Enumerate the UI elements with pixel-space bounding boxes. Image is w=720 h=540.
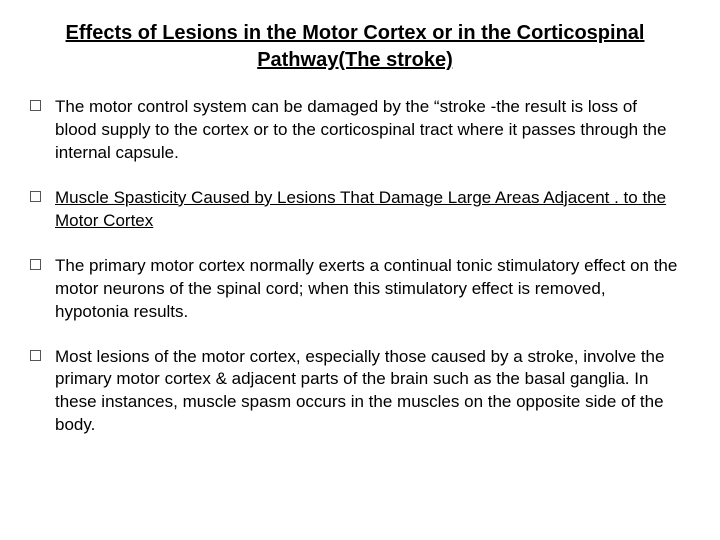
bullet-list: The motor control system can be damaged …	[30, 96, 680, 437]
square-bullet-icon	[30, 350, 41, 361]
slide-title: Effects of Lesions in the Motor Cortex o…	[30, 20, 680, 74]
bullet-text: Muscle Spasticity Caused by Lesions That…	[55, 187, 680, 233]
square-bullet-icon	[30, 191, 41, 202]
bullet-text: The primary motor cortex normally exerts…	[55, 255, 680, 324]
bullet-text: Most lesions of the motor cortex, especi…	[55, 346, 680, 438]
list-item: Most lesions of the motor cortex, especi…	[30, 346, 680, 438]
list-item: Muscle Spasticity Caused by Lesions That…	[30, 187, 680, 233]
bullet-text: The motor control system can be damaged …	[55, 96, 680, 165]
square-bullet-icon	[30, 100, 41, 111]
list-item: The primary motor cortex normally exerts…	[30, 255, 680, 324]
list-item: The motor control system can be damaged …	[30, 96, 680, 165]
square-bullet-icon	[30, 259, 41, 270]
